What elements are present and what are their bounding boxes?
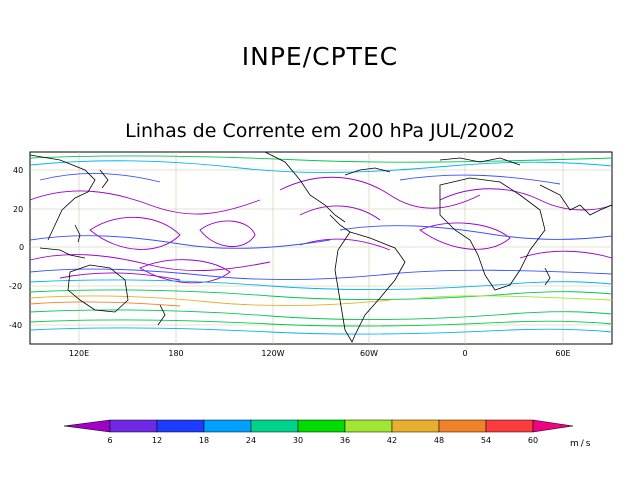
colorbar-swatch — [391, 419, 440, 433]
lon-label: 0 — [462, 349, 467, 358]
colorbar-units: m/s — [570, 439, 593, 449]
lat-label: -40 — [9, 321, 22, 330]
streamlines-green — [29, 155, 613, 327]
colorbar-label: 6 — [107, 436, 112, 445]
map-subtitle: Linhas de Corrente em 200 hPa JUL/2002 — [125, 120, 515, 142]
colorbar-swatch — [485, 419, 534, 433]
colorbar-label: 30 — [293, 436, 303, 445]
lat-label: 0 — [19, 243, 24, 252]
colorbar-swatch — [438, 419, 487, 433]
streamlines-cyan — [29, 160, 613, 335]
colorbar-label: 12 — [152, 436, 162, 445]
lon-label: 120W — [261, 349, 284, 358]
streamlines-fast — [29, 295, 613, 307]
colorbar-arrow-left — [63, 419, 111, 433]
colorbar-label: 48 — [434, 436, 444, 445]
lat-label: 40 — [13, 166, 23, 175]
colorbar-swatch — [203, 419, 252, 433]
colorbar-label: 42 — [387, 436, 397, 445]
colorbar-swatch — [297, 419, 346, 433]
colorbar-swatch — [344, 419, 393, 433]
colorbar-label: 18 — [199, 436, 209, 445]
colorbar-swatch — [109, 419, 158, 433]
streamlines-medium — [29, 173, 613, 281]
lat-label: 20 — [13, 205, 23, 214]
colorbar-swatch — [250, 419, 299, 433]
colorbar-swatch — [156, 419, 205, 433]
colorbar-label: 54 — [481, 436, 491, 445]
lon-label: 180 — [168, 349, 183, 358]
colorbar-arrow-right — [532, 419, 574, 433]
coastlines — [29, 151, 613, 343]
lon-label: 120E — [69, 349, 89, 358]
lon-label: 60E — [555, 349, 570, 358]
map-frame — [29, 151, 613, 345]
lon-label: 60W — [360, 349, 378, 358]
colorbar: 6 12 18 24 30 36 42 48 54 60 — [63, 419, 574, 445]
colorbar-label: 24 — [246, 436, 256, 445]
lat-label: -20 — [9, 282, 22, 291]
streamlines-slow — [29, 176, 613, 284]
main-title: INPE/CPTEC — [241, 42, 399, 71]
colorbar-label: 36 — [340, 436, 350, 445]
graticule — [30, 152, 612, 344]
colorbar-label: 60 — [528, 436, 538, 445]
